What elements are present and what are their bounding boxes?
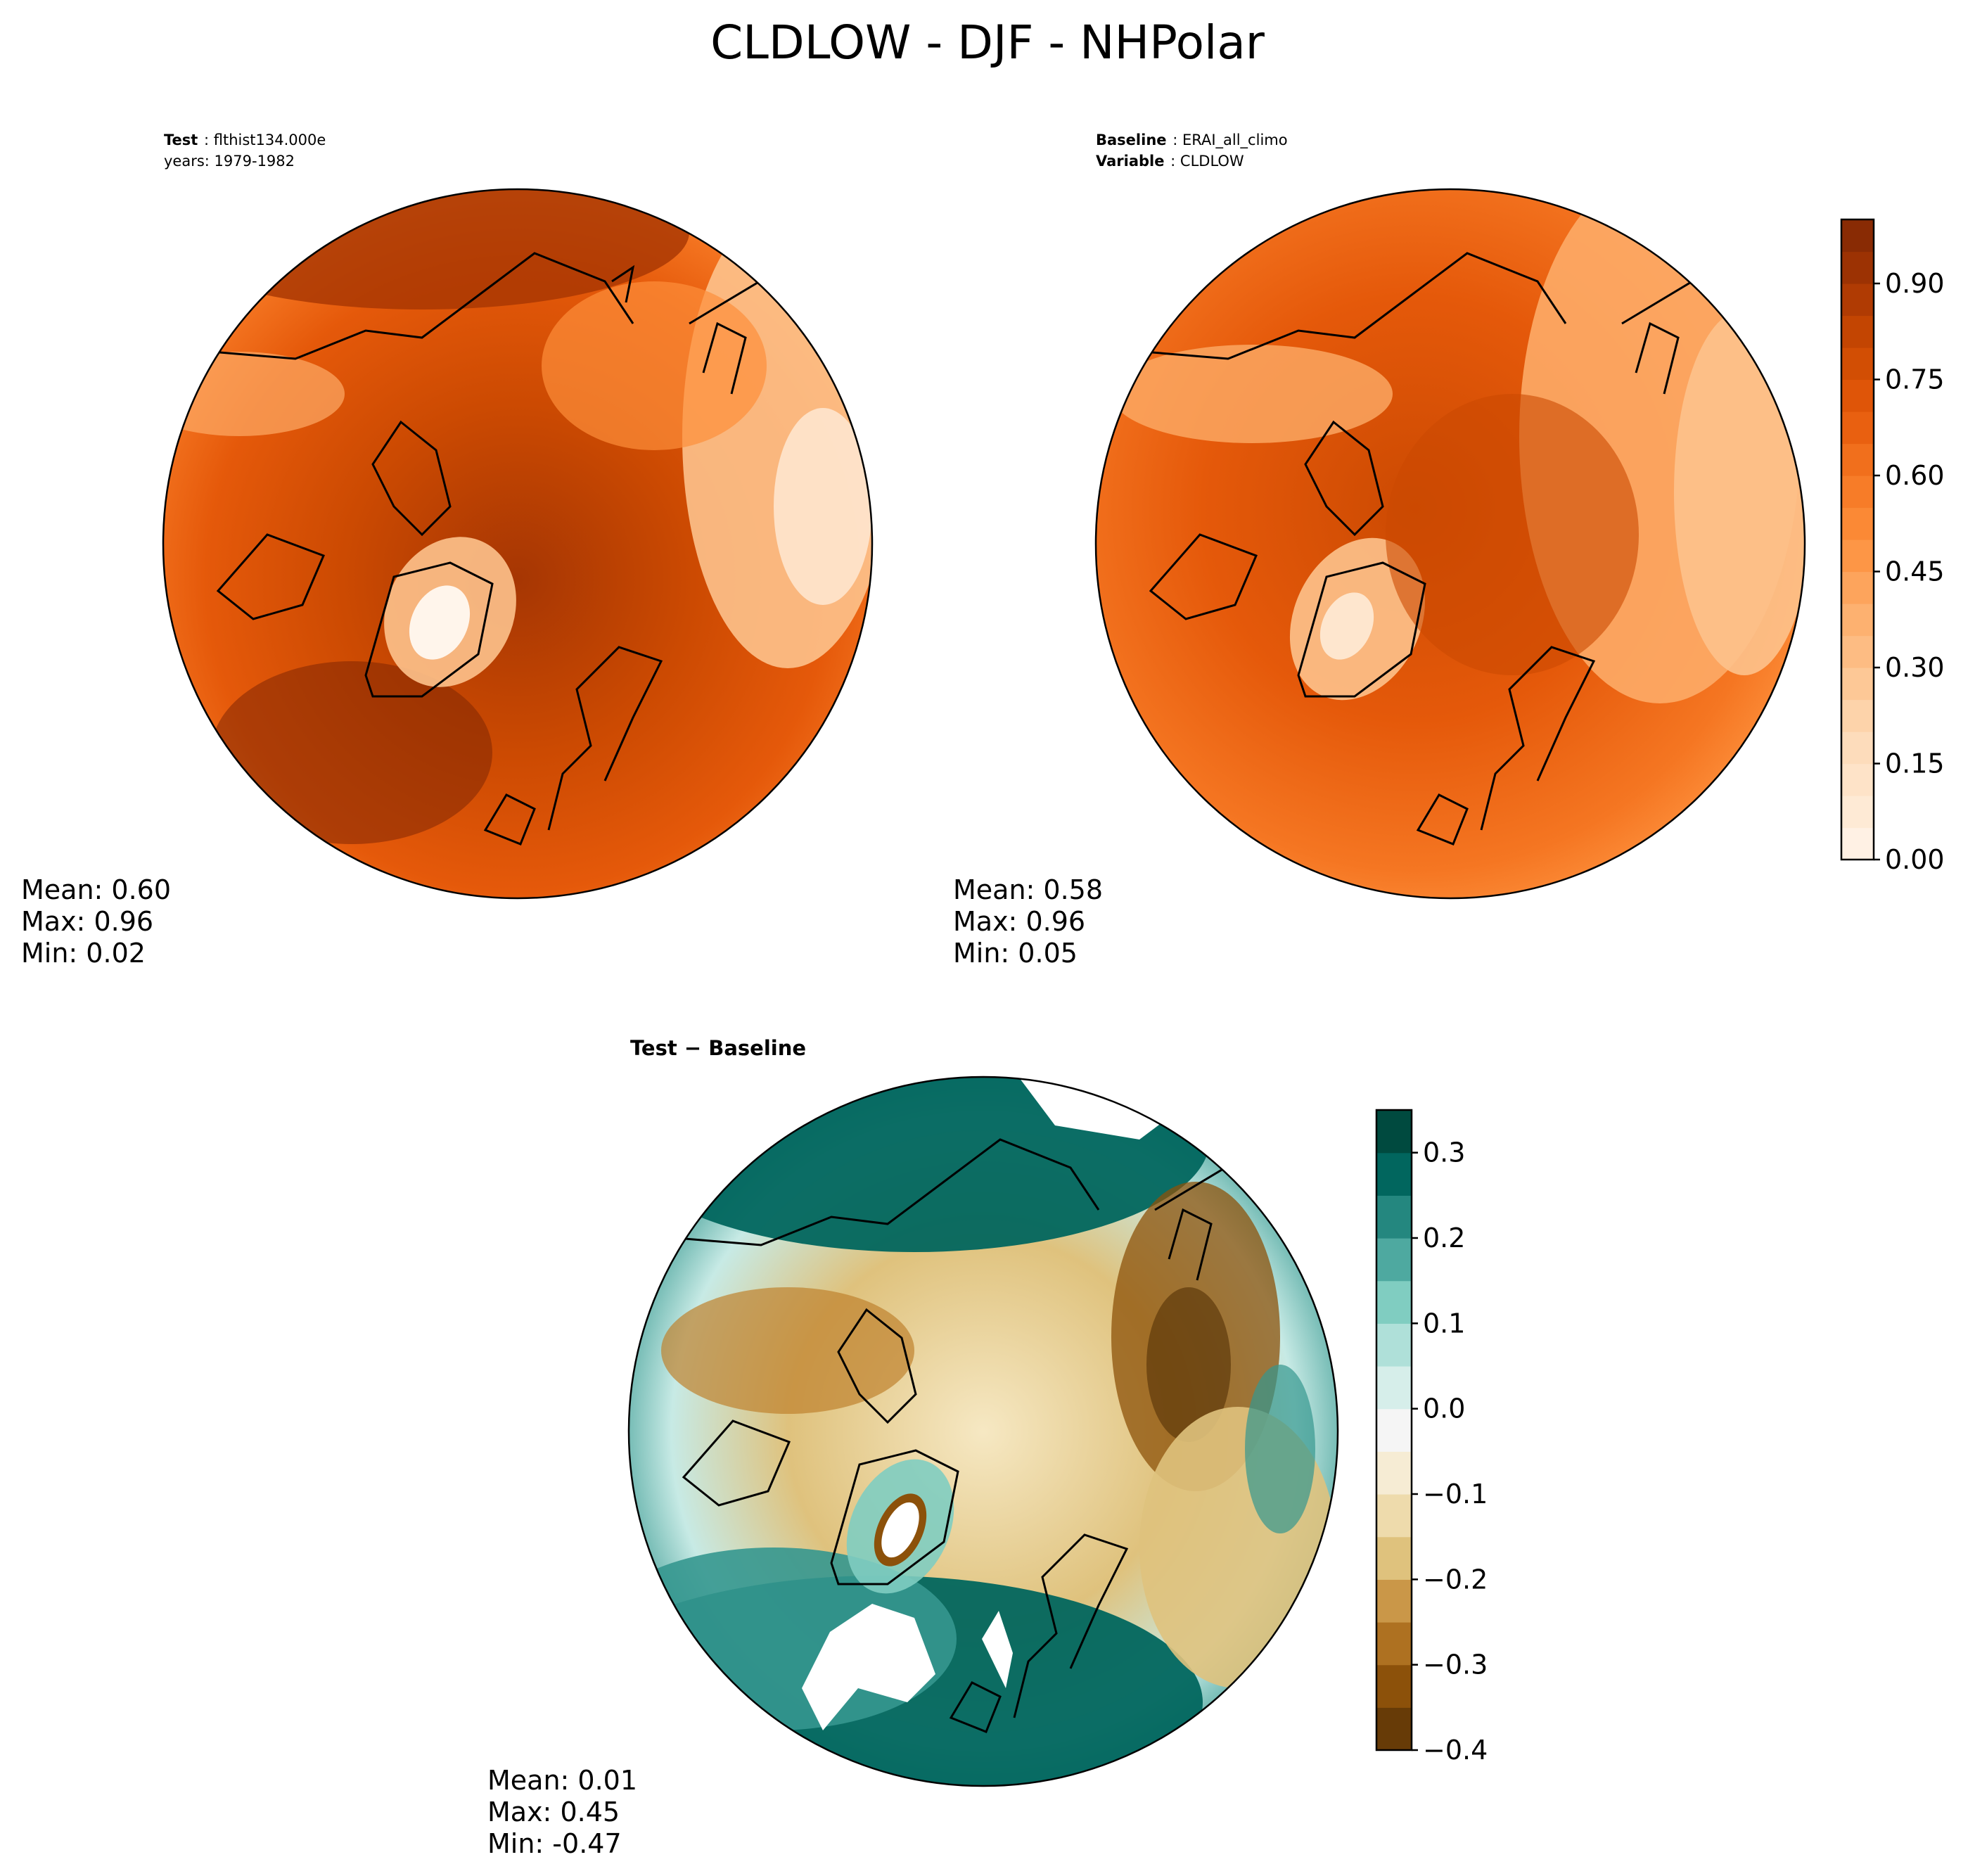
test-label-value: flthist134.000e [214,132,326,148]
brbg-colorbar-tick-label: −0.2 [1423,1564,1488,1595]
brbg-colorbar-level-swatch [1376,1451,1412,1495]
diff-min: Min: -0.47 [487,1828,622,1859]
oranges-colorbar: 0.00 0.15 0.30 0.45 0.60 0.75 0.90 [1840,218,1945,875]
brbg-colorbar-tick-label: −0.1 [1423,1479,1488,1510]
oranges-colorbar-level-swatch [1841,827,1874,860]
test-map [163,189,872,898]
diff-panel: Test − Baseline Me [487,1036,1339,1859]
oranges-colorbar-tick-label: 0.90 [1885,268,1945,299]
brbg-colorbar-level-swatch [1376,1579,1412,1623]
oranges-colorbar-level-swatch [1841,540,1874,573]
oranges-colorbar-level-swatch [1841,219,1874,253]
oranges-colorbar-level-swatch [1841,668,1874,701]
baseline-map-boundary [1094,188,1806,900]
oranges-colorbar-level-swatch [1841,347,1874,381]
brbg-colorbar-level-swatch [1376,1707,1412,1751]
brbg-colorbar-tick-label: 0.0 [1423,1393,1465,1424]
brbg-colorbar-tick-label: −0.3 [1423,1650,1488,1680]
baseline-panel: Baseline : ERAI_all_climo Variable : CLD… [953,132,1806,969]
oranges-colorbar-level-swatch [1841,635,1874,668]
figure-title: CLDLOW - DJF - NHPolar [710,15,1265,70]
baseline-variable-value: CLDLOW [1180,153,1244,170]
oranges-colorbar-level-swatch [1841,763,1874,796]
diff-map [629,1077,1338,1786]
brbg-colorbar-level-swatch [1376,1536,1412,1580]
brbg-colorbar-level-swatch [1376,1238,1412,1282]
diff-map-boundary [627,1076,1339,1787]
brbg-colorbar-frame [1375,1109,1413,1751]
diff-panel-title: Test − Baseline [630,1036,806,1060]
test-max: Max: 0.96 [21,906,153,937]
oranges-colorbar-level-swatch [1841,443,1874,476]
oranges-colorbar-level-swatch [1841,507,1874,540]
brbg-colorbar: −0.4 −0.3 −0.2 −0.1 0.0 0.1 0.2 0.3 [1375,1109,1488,1766]
baseline-panel-header: Baseline : ERAI_all_climo [1096,132,1288,149]
oranges-colorbar-level-swatch [1841,732,1874,765]
test-years-line: years: 1979-1982 [164,153,295,170]
test-label-key: Test [164,132,198,148]
baseline-label-value: ERAI_all_climo [1182,132,1288,149]
oranges-colorbar-tick-label: 0.30 [1885,652,1945,683]
oranges-colorbar-level-swatch [1841,251,1874,284]
baseline-variable-key: Variable [1096,153,1164,170]
test-mean: Mean: 0.60 [21,874,171,905]
baseline-max: Max: 0.96 [953,906,1085,937]
brbg-colorbar-tick-label: −0.4 [1423,1735,1488,1766]
oranges-colorbar-tick-label: 0.15 [1885,748,1945,779]
baseline-mean: Mean: 0.58 [953,874,1103,905]
oranges-colorbar-tick-label: 0.75 [1885,364,1945,395]
baseline-label-colon: : [1168,132,1182,148]
test-map-boundary [162,188,874,900]
baseline-variable-line: Variable : CLDLOW [1096,153,1244,170]
oranges-colorbar-level-swatch [1841,604,1874,637]
brbg-colorbar-level-swatch [1376,1195,1412,1239]
test-panel: Test : flthist134.000e years: 1979-1982 … [21,132,874,969]
oranges-colorbar-level-swatch [1841,315,1874,348]
oranges-colorbar-level-swatch [1841,699,1874,732]
oranges-colorbar-level-swatch [1841,283,1874,317]
brbg-colorbar-tick-label: 0.2 [1423,1223,1465,1253]
oranges-colorbar-level-swatch [1841,476,1874,509]
oranges-colorbar-level-swatch [1841,379,1874,412]
baseline-label-key: Baseline [1096,132,1167,148]
diff-mean: Mean: 0.01 [487,1765,637,1796]
brbg-colorbar-level-swatch [1376,1152,1412,1196]
brbg-colorbar-tick-label: 0.3 [1423,1137,1465,1168]
oranges-colorbar-tick-label: 0.00 [1885,844,1945,875]
oranges-colorbar-level-swatch [1841,411,1874,445]
brbg-colorbar-level-swatch [1376,1366,1412,1410]
brbg-colorbar-tick-label: 0.1 [1423,1308,1465,1339]
brbg-colorbar-level-swatch [1376,1323,1412,1367]
oranges-colorbar-frame [1840,218,1875,861]
baseline-variable-colon: : [1165,153,1180,170]
brbg-colorbar-level-swatch [1376,1110,1412,1154]
diff-max: Max: 0.45 [487,1797,620,1827]
oranges-colorbar-level-swatch [1841,571,1874,604]
brbg-colorbar-level-swatch [1376,1494,1412,1538]
brbg-colorbar-level-swatch [1376,1408,1412,1452]
oranges-colorbar-tick-label: 0.45 [1885,556,1945,587]
test-label-colon: : [199,132,213,148]
test-panel-header: Test : flthist134.000e [164,132,326,148]
test-min: Min: 0.02 [21,938,146,969]
brbg-colorbar-level-swatch [1376,1622,1412,1666]
brbg-colorbar-level-swatch [1376,1280,1412,1324]
oranges-colorbar-level-swatch [1841,796,1874,829]
brbg-colorbar-level-swatch [1376,1664,1412,1708]
oranges-colorbar-tick-label: 0.60 [1885,460,1945,491]
baseline-min: Min: 0.05 [953,938,1078,969]
